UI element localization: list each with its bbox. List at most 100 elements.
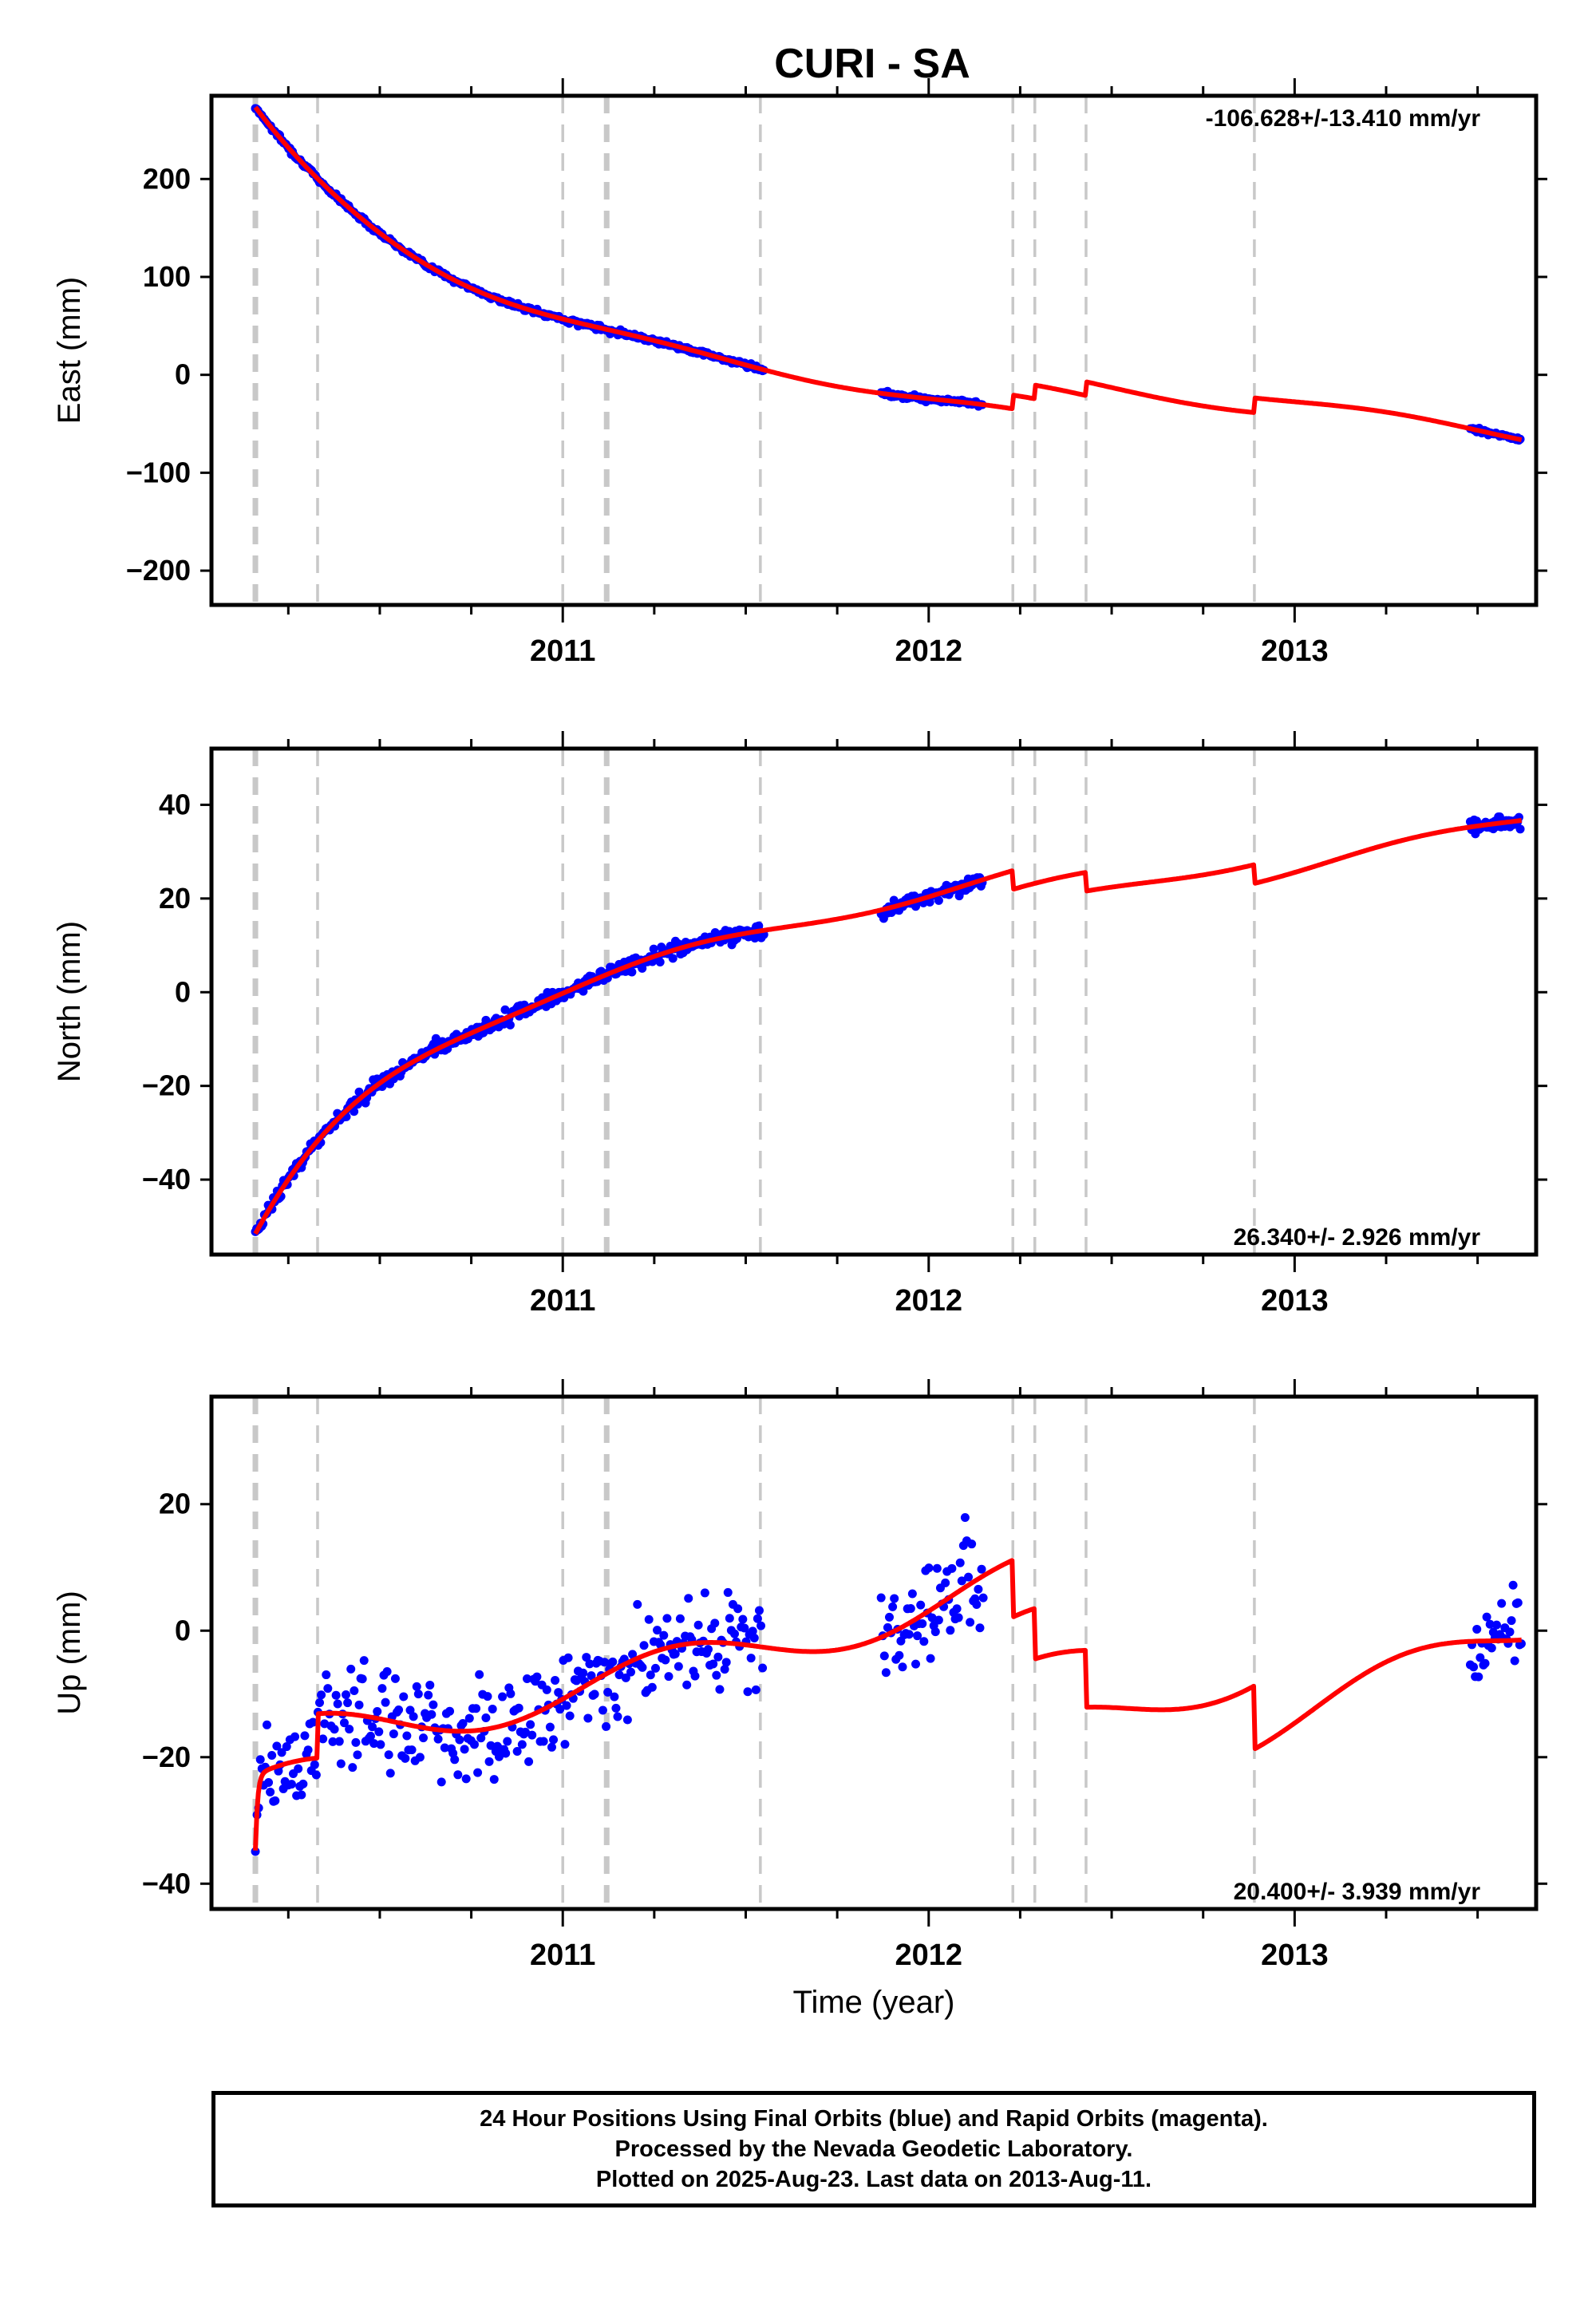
data-point bbox=[563, 1653, 573, 1662]
data-point bbox=[947, 1563, 957, 1573]
data-point bbox=[978, 1593, 988, 1603]
data-point bbox=[700, 1588, 709, 1598]
data-point bbox=[1474, 1672, 1483, 1682]
data-point bbox=[668, 954, 678, 963]
data-point bbox=[294, 1764, 303, 1773]
data-point bbox=[539, 1737, 548, 1746]
data-point bbox=[690, 1671, 700, 1681]
plot-frame bbox=[209, 746, 1539, 1257]
model-line bbox=[253, 818, 1523, 1235]
data-point bbox=[753, 1614, 762, 1623]
data-point bbox=[373, 1706, 382, 1716]
data-point bbox=[476, 1733, 486, 1743]
footer-line-orbits: 24 Hour Positions Using Final Orbits (bl… bbox=[480, 2106, 1268, 2132]
data-point bbox=[644, 1614, 654, 1624]
data-point bbox=[348, 1763, 358, 1773]
data-point bbox=[359, 1656, 369, 1666]
data-point bbox=[351, 1737, 361, 1747]
data-point bbox=[587, 1671, 596, 1681]
footer-note-box: 24 Hour Positions Using Final Orbits (bl… bbox=[211, 2091, 1536, 2207]
y-tick-label: 20 bbox=[159, 882, 191, 915]
data-point bbox=[399, 1692, 409, 1701]
x-tick-label: 2012 bbox=[895, 1939, 963, 1972]
data-point bbox=[649, 944, 658, 954]
data-point bbox=[318, 1734, 328, 1744]
data-point bbox=[582, 1653, 591, 1662]
data-point bbox=[555, 1705, 565, 1714]
data-point bbox=[415, 1753, 425, 1762]
data-point bbox=[895, 1650, 904, 1660]
data-point bbox=[583, 1713, 593, 1723]
data-point bbox=[1485, 1619, 1495, 1629]
data-point bbox=[907, 1589, 917, 1599]
data-point bbox=[331, 1690, 341, 1700]
data-point bbox=[323, 1684, 333, 1694]
data-point bbox=[389, 1729, 398, 1739]
data-point bbox=[424, 1690, 433, 1700]
data-point bbox=[473, 1768, 483, 1777]
data-point bbox=[453, 1770, 463, 1780]
data-point bbox=[748, 1626, 757, 1636]
x-tick-label: 2011 bbox=[530, 634, 595, 668]
data-point bbox=[977, 1564, 986, 1574]
data-point bbox=[932, 1563, 942, 1573]
data-point bbox=[342, 1690, 351, 1699]
y-axis-label: Up (mm) bbox=[52, 1591, 87, 1715]
data-point bbox=[1497, 1599, 1507, 1608]
data-point bbox=[350, 1686, 359, 1695]
x-tick-label: 2013 bbox=[1261, 634, 1329, 668]
data-point bbox=[532, 1672, 542, 1682]
data-point bbox=[740, 1623, 749, 1633]
data-point bbox=[650, 1663, 660, 1673]
data-point bbox=[710, 1618, 720, 1628]
data-point bbox=[498, 1692, 508, 1701]
data-point bbox=[483, 1692, 492, 1701]
data-point bbox=[918, 1618, 927, 1628]
data-point bbox=[1487, 1643, 1496, 1653]
x-tick-label: 2011 bbox=[530, 1284, 595, 1318]
data-point bbox=[322, 1670, 331, 1680]
data-point bbox=[308, 1717, 318, 1727]
data-point bbox=[365, 1731, 375, 1741]
data-point bbox=[501, 1749, 511, 1758]
y-tick-label: −40 bbox=[142, 1163, 191, 1196]
y-tick-label: 200 bbox=[143, 162, 191, 195]
data-point bbox=[757, 1621, 766, 1630]
y-axis-label: East (mm) bbox=[52, 277, 87, 424]
data-point bbox=[655, 957, 665, 966]
data-point bbox=[262, 1720, 271, 1729]
data-point bbox=[585, 1659, 595, 1669]
data-point bbox=[720, 1665, 729, 1674]
data-point bbox=[290, 1732, 300, 1741]
x-tick-label: 2011 bbox=[530, 1939, 595, 1972]
data-point bbox=[579, 986, 588, 996]
x-tick-label: 2012 bbox=[895, 634, 963, 668]
data-point bbox=[551, 1675, 560, 1685]
y-tick-label: 100 bbox=[143, 260, 191, 293]
data-point bbox=[906, 1604, 915, 1614]
data-point bbox=[733, 1604, 743, 1614]
data-point bbox=[549, 1735, 559, 1745]
data-point bbox=[481, 1713, 491, 1723]
data-point bbox=[954, 1613, 963, 1622]
data-point bbox=[1491, 1620, 1501, 1630]
data-point bbox=[972, 1599, 982, 1609]
data-point bbox=[489, 1775, 499, 1784]
data-point bbox=[488, 1704, 497, 1713]
data-point bbox=[881, 1668, 891, 1678]
data-point bbox=[277, 1748, 286, 1757]
data-point bbox=[646, 1670, 655, 1680]
data-point bbox=[514, 1703, 523, 1713]
data-point bbox=[503, 1737, 512, 1746]
data-point bbox=[460, 1745, 469, 1754]
chart-title: CURI - SA bbox=[774, 41, 970, 87]
data-point bbox=[684, 1594, 693, 1603]
data-point bbox=[590, 1690, 599, 1699]
y-tick-label: −200 bbox=[126, 554, 191, 587]
data-point bbox=[758, 1663, 768, 1673]
data-point bbox=[602, 1721, 611, 1731]
y-tick-label: 0 bbox=[175, 1614, 191, 1646]
data-point bbox=[721, 1658, 731, 1667]
data-point bbox=[523, 1674, 532, 1684]
data-point bbox=[345, 1725, 354, 1734]
